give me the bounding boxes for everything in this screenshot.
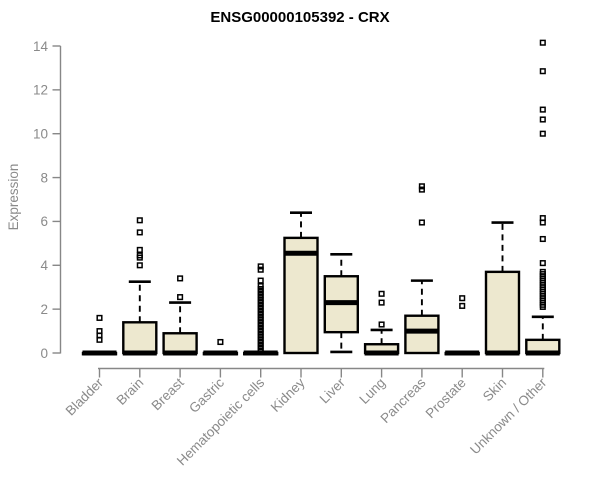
outlier-point bbox=[418, 183, 425, 190]
x-category-label: Bladder bbox=[63, 375, 107, 419]
x-category-label: Liver bbox=[317, 375, 349, 407]
outlier-point bbox=[136, 246, 143, 253]
y-tick-label: 14 bbox=[33, 39, 49, 54]
outlier-point bbox=[96, 328, 103, 335]
outlier-point bbox=[539, 106, 546, 113]
y-tick-label: 8 bbox=[40, 170, 48, 185]
outlier-point bbox=[96, 314, 103, 321]
y-tick-label: 4 bbox=[40, 258, 48, 273]
outlier-point bbox=[177, 275, 184, 282]
x-category-label: Brain bbox=[114, 375, 147, 408]
outlier-point bbox=[136, 262, 143, 269]
outlier-point bbox=[136, 252, 143, 259]
outlier-point bbox=[418, 186, 425, 193]
box-kidney bbox=[283, 211, 319, 355]
outlier-point bbox=[418, 219, 425, 226]
outlier-point bbox=[217, 338, 224, 346]
outlier-point bbox=[539, 68, 546, 75]
y-tick-label: 2 bbox=[40, 302, 48, 317]
outlier-point bbox=[177, 294, 184, 301]
x-category-label: Pancreas bbox=[378, 375, 429, 426]
box-bladder bbox=[81, 314, 118, 356]
y-tick-label: 12 bbox=[33, 83, 48, 98]
box-skin bbox=[484, 221, 521, 356]
box-lung bbox=[363, 290, 400, 356]
outlier-point bbox=[257, 263, 264, 270]
iqr-box bbox=[122, 321, 158, 355]
box-brain bbox=[122, 217, 158, 356]
outlier-point bbox=[539, 116, 546, 123]
outlier-point bbox=[378, 299, 385, 306]
y-tick-label: 6 bbox=[40, 214, 48, 229]
outlier-point bbox=[539, 130, 546, 137]
box-prostate bbox=[444, 295, 480, 356]
box-hematopoietic-cells bbox=[242, 263, 279, 356]
box-unknown-other bbox=[525, 39, 561, 356]
box-gastric bbox=[202, 338, 239, 356]
outlier-point bbox=[257, 283, 264, 290]
outlier-point bbox=[539, 268, 546, 275]
outlier-point bbox=[378, 321, 385, 328]
chart-title: ENSG00000105392 - CRX bbox=[210, 9, 390, 26]
iqr-box bbox=[404, 314, 440, 355]
outlier-point bbox=[539, 235, 546, 243]
y-axis: 0 2 4 6 8 10 12 14 bbox=[33, 39, 62, 361]
outlier-point bbox=[136, 217, 143, 224]
x-category-label: Lung bbox=[356, 375, 388, 407]
outlier-point bbox=[257, 266, 264, 273]
iqr-box bbox=[283, 236, 319, 355]
outlier-point bbox=[378, 290, 385, 297]
y-tick-label: 10 bbox=[33, 127, 48, 142]
x-category-label: Prostate bbox=[423, 375, 469, 421]
x-category-label: Breast bbox=[149, 375, 187, 413]
iqr-box bbox=[162, 332, 198, 355]
outlier-point bbox=[136, 229, 143, 236]
box-pancreas bbox=[404, 183, 440, 355]
x-category-label: Skin bbox=[480, 375, 509, 404]
x-category-label: Unknown / Other bbox=[467, 375, 550, 458]
y-tick-label: 0 bbox=[40, 346, 48, 361]
box-liver bbox=[323, 253, 359, 354]
iqr-box bbox=[484, 270, 521, 355]
x-category-label: Kidney bbox=[268, 375, 308, 415]
outlier-point bbox=[539, 215, 546, 222]
outlier-point bbox=[459, 295, 466, 302]
outlier-point bbox=[539, 39, 546, 46]
outlier-point bbox=[257, 277, 264, 284]
outlier-point bbox=[539, 260, 546, 267]
box-breast bbox=[162, 275, 198, 356]
outlier-point bbox=[459, 302, 466, 309]
